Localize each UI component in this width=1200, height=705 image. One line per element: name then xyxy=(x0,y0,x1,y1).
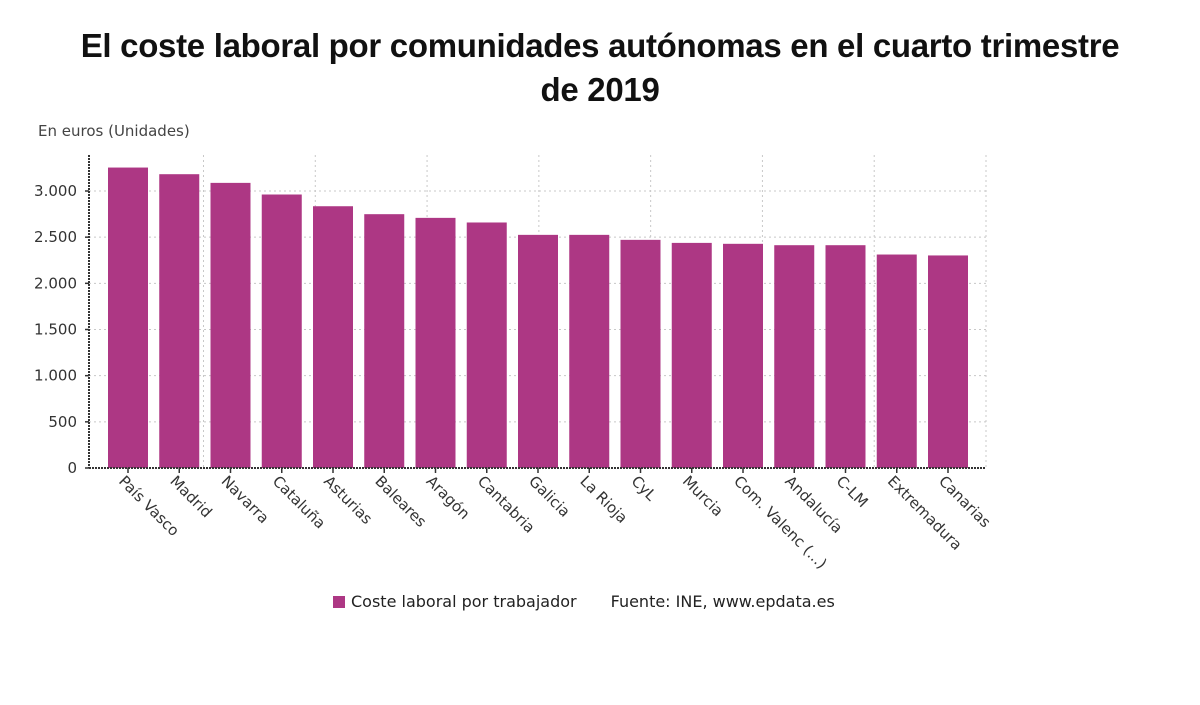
y-tick-label: 1.500 xyxy=(34,321,77,339)
x-tick-label: Aragón xyxy=(423,472,474,523)
bar-10[interactable] xyxy=(620,239,661,468)
bar-3[interactable] xyxy=(261,194,302,468)
bar-2[interactable] xyxy=(210,182,251,468)
bar-12[interactable] xyxy=(723,243,763,468)
bar-4[interactable] xyxy=(313,206,353,469)
bars xyxy=(108,167,968,469)
x-tick-label: La Rioja xyxy=(576,472,631,527)
chart-title-line-1: El coste laboral por comunidades autónom… xyxy=(80,27,1120,64)
x-tick-label: CyL xyxy=(628,472,661,505)
bar-15[interactable] xyxy=(876,254,917,468)
x-tick-label: Baleares xyxy=(371,472,430,531)
y-tick-label: 1.000 xyxy=(34,367,77,385)
x-tick-label: Madrid xyxy=(166,472,215,521)
x-tick-label: Murcia xyxy=(679,472,727,520)
bar-16[interactable] xyxy=(928,255,968,468)
bar-7[interactable] xyxy=(466,222,507,468)
y-tick-label: 0 xyxy=(67,459,77,477)
bar-5[interactable] xyxy=(364,214,405,468)
chart-title: El coste laboral por comunidades autónom… xyxy=(0,24,1200,112)
bar-8[interactable] xyxy=(518,234,558,468)
y-tick-label: 3.000 xyxy=(34,182,77,200)
y-axis-unit-label: En euros (Unidades) xyxy=(38,122,190,140)
source-note: Fuente: INE, www.epdata.es xyxy=(610,592,835,611)
legend-series-label: Coste laboral por trabajador xyxy=(351,592,577,611)
chart-title-line-2: de 2019 xyxy=(540,71,660,108)
y-tick-label: 2.500 xyxy=(34,228,77,246)
x-tick-label: Cataluña xyxy=(269,472,329,532)
y-tick-labels: 0 500 1.000 1.500 2.000 2.500 3.000 xyxy=(34,182,89,477)
bar-14[interactable] xyxy=(825,245,866,468)
bar-6[interactable] xyxy=(415,217,456,468)
bar-9[interactable] xyxy=(569,234,610,468)
x-tick-label: C-LM xyxy=(833,472,872,511)
legend: Coste laboral por trabajador Fuente: INE… xyxy=(333,592,835,611)
legend-swatch xyxy=(333,595,345,608)
bar-13[interactable] xyxy=(774,245,815,468)
bar-0[interactable] xyxy=(108,167,148,468)
bar-11[interactable] xyxy=(671,242,712,468)
x-tick-label: Com. Valenc (...) xyxy=(730,472,830,572)
x-tick-label: Galicia xyxy=(525,472,574,521)
bar-1[interactable] xyxy=(159,174,200,469)
y-tick-label: 500 xyxy=(48,413,77,431)
x-tick-label: Navarra xyxy=(218,472,273,527)
y-tick-label: 2.000 xyxy=(34,274,77,292)
